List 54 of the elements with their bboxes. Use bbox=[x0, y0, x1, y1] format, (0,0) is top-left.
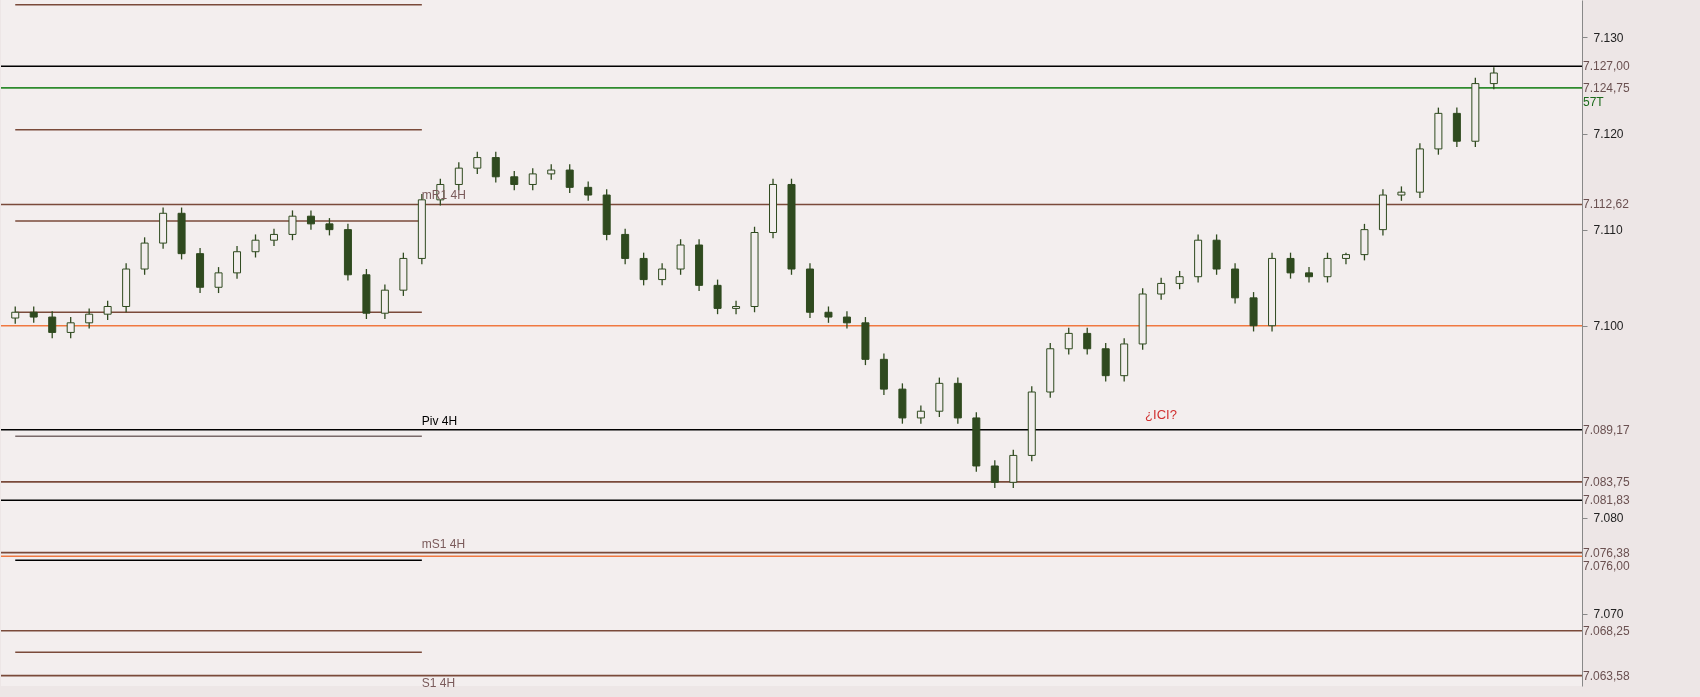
candlestick bbox=[103, 300, 112, 321]
candlestick bbox=[288, 209, 297, 241]
candlestick bbox=[1083, 326, 1092, 356]
ref-line-label: 7.112,62 bbox=[1583, 197, 1630, 212]
candlestick bbox=[1323, 252, 1332, 284]
candlestick bbox=[251, 233, 260, 259]
ref-line-label: 7.083,75 bbox=[1583, 474, 1631, 489]
candlestick bbox=[85, 307, 94, 330]
candlestick bbox=[233, 245, 242, 280]
candlestick bbox=[732, 300, 741, 315]
candlestick bbox=[528, 167, 537, 191]
annotation: mS1 4H bbox=[421, 536, 466, 551]
candlestick bbox=[214, 266, 223, 294]
annotation: Piv 4H bbox=[421, 413, 458, 428]
candlestick bbox=[491, 151, 500, 184]
y-tick-label: 7.110 bbox=[1593, 223, 1623, 238]
candlestick bbox=[1064, 326, 1073, 356]
y-tick-label: 7.130 bbox=[1593, 30, 1624, 45]
candlestick bbox=[842, 310, 851, 330]
candlestick bbox=[66, 316, 75, 339]
candlestick bbox=[658, 262, 667, 286]
candlestick bbox=[510, 170, 519, 191]
y-tick-label: 7.100 bbox=[1593, 319, 1624, 334]
y-tick-label: 7.120 bbox=[1593, 127, 1624, 142]
candlestick bbox=[713, 278, 722, 315]
ref-line-label: 7.076,00 bbox=[1583, 559, 1631, 574]
candlestick bbox=[48, 310, 57, 339]
candlestick bbox=[306, 209, 315, 231]
candlestick bbox=[269, 228, 278, 247]
ref-line-label: 7.063,58 bbox=[1583, 668, 1631, 683]
annotation: ¿ICI? bbox=[1145, 407, 1177, 422]
candlestick bbox=[1489, 66, 1498, 90]
candlestick bbox=[380, 283, 389, 320]
candlestick bbox=[1157, 277, 1166, 301]
candlestick bbox=[1175, 270, 1184, 290]
annotation: S1 4H bbox=[421, 675, 456, 690]
candlestick bbox=[1305, 266, 1314, 284]
candlestick bbox=[1286, 252, 1295, 280]
y-tick-label: 7.080 bbox=[1593, 511, 1624, 526]
ref-line-label: 7.089,17 bbox=[1583, 422, 1631, 437]
ref-line-label: 7.127,00 bbox=[1583, 59, 1631, 74]
ref-line-label: 7.081,83 bbox=[1583, 493, 1631, 508]
y-tick-label: 7.070 bbox=[1593, 607, 1624, 622]
ref-line-label: 7.076,38 bbox=[1583, 545, 1631, 560]
candlestick bbox=[584, 180, 593, 202]
candlestick bbox=[916, 404, 925, 425]
candlestick bbox=[454, 161, 463, 191]
ref-line-label: 7.068,25 bbox=[1583, 623, 1631, 638]
text: 57T bbox=[1583, 94, 1605, 109]
candlestick bbox=[639, 252, 648, 286]
ref-line-label: 7.124,75 bbox=[1583, 80, 1631, 95]
candlestick bbox=[473, 151, 482, 175]
candlestick bbox=[990, 459, 999, 489]
candlestick bbox=[565, 163, 574, 194]
